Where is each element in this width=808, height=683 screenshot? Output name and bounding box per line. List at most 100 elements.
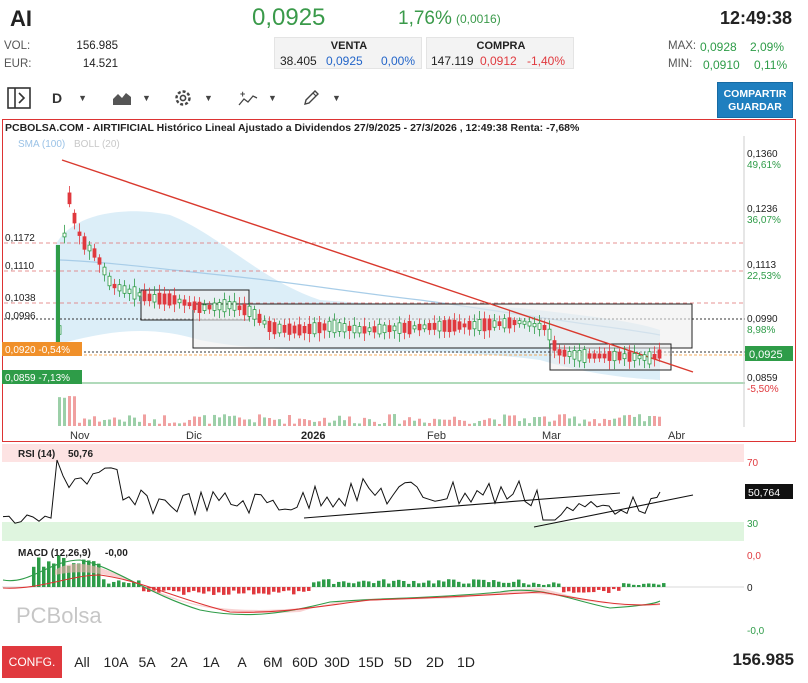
volume-bar (403, 420, 406, 426)
drawing-tools-select[interactable]: ▼ (302, 86, 341, 110)
left-green-text: 0,0859 -7,13% (5, 373, 70, 384)
macd-bar (507, 582, 511, 587)
period-button-2d[interactable]: 2D (426, 654, 444, 670)
period-button-60d[interactable]: 60D (292, 654, 318, 670)
macd-bar (597, 587, 601, 590)
volume-bar (463, 420, 466, 426)
volume-bar (393, 414, 396, 426)
candle (442, 320, 447, 332)
period-button-1a[interactable]: 1A (202, 654, 220, 670)
macd-bar (232, 587, 236, 591)
candle (567, 351, 572, 357)
min-value: 0,0910 (703, 58, 740, 72)
buy-box: COMPRA 147.119 0,0912 -1,40% (426, 37, 574, 69)
period-button-15d[interactable]: 15D (358, 654, 384, 670)
period-button-all[interactable]: All (74, 654, 90, 670)
period-button-10a[interactable]: 10A (103, 654, 129, 670)
volume-bar (553, 420, 556, 426)
period-button-30d[interactable]: 30D (324, 654, 350, 670)
macd-bar (92, 561, 96, 587)
volume-bar (128, 415, 131, 426)
sell-price: 0,0925 (326, 54, 363, 68)
volume-bar (63, 397, 66, 426)
volume-bar (518, 421, 521, 426)
volume-bar (193, 416, 196, 426)
config-button[interactable]: CONFG. (2, 646, 62, 678)
candle (447, 319, 452, 333)
macd-bar (127, 583, 131, 587)
candle (207, 304, 212, 310)
candle (177, 298, 182, 304)
gear-icon (175, 90, 191, 106)
rsi-value: 50,76 (68, 449, 93, 460)
macd-bar (47, 561, 51, 587)
macd-bar (122, 582, 126, 587)
candle (337, 322, 342, 332)
sidebar-toggle-button[interactable] (6, 86, 32, 110)
macd-bar (362, 580, 366, 587)
pencil-icon (304, 90, 319, 105)
share-save-button[interactable]: COMPARTIR GUARDAR (717, 82, 793, 118)
y-axis-label: 0,0990 (747, 314, 778, 325)
chart-type-select[interactable]: ▼ (112, 86, 151, 110)
volume-bar (638, 414, 641, 426)
macd-bar (277, 587, 281, 593)
candle (397, 322, 402, 334)
candle (227, 301, 232, 310)
settings-select[interactable]: ▼ (172, 86, 213, 110)
buy-price: 0,0912 (480, 54, 517, 68)
volume-bar (243, 419, 246, 426)
macd-bar (527, 584, 531, 587)
candle (362, 326, 367, 334)
rsi-line (2, 459, 661, 524)
candle (512, 319, 517, 326)
period-button-5d[interactable]: 5D (394, 654, 412, 670)
indicators-select[interactable]: + ▼ (238, 86, 277, 110)
volume-bar (158, 423, 161, 426)
macd-bar (637, 584, 641, 587)
left-green-tag (2, 370, 82, 384)
macd-label: MACD (12,26,9) (18, 548, 91, 559)
rsi-current-text: 50,764 (748, 487, 780, 499)
candle (587, 353, 592, 359)
volume-bar (613, 418, 616, 426)
candle (87, 244, 92, 252)
macd-axis-bottom: -0,0 (747, 626, 765, 637)
candle (277, 323, 282, 334)
macd-bar (617, 587, 621, 591)
candle (592, 353, 597, 359)
volume-bar (233, 415, 236, 426)
period-button-6m[interactable]: 6M (263, 654, 283, 670)
period-button-5a[interactable]: 5A (138, 654, 156, 670)
volume-bar (573, 416, 576, 426)
macd-bar (602, 587, 606, 592)
y-axis-pct: 22,53% (747, 271, 781, 282)
macd-bar (427, 580, 431, 587)
macd-bar (102, 579, 106, 587)
candle (472, 321, 477, 330)
volume-bar (643, 421, 646, 426)
volume-bar (433, 418, 436, 426)
period-select[interactable]: D ▼ (52, 86, 87, 110)
candle (572, 350, 577, 360)
volume-bar (223, 414, 226, 426)
volume-bar (503, 414, 506, 426)
candle (482, 318, 487, 332)
volume-bar (208, 423, 211, 426)
volume-bar (198, 416, 201, 426)
macd-bar (492, 580, 496, 587)
x-axis-label: Dic (186, 430, 202, 442)
candle (217, 302, 222, 311)
period-button-a[interactable]: A (237, 654, 247, 670)
candle (56, 245, 60, 345)
volume-value: 156.985 (76, 40, 118, 52)
candle (537, 322, 542, 330)
macd-bar (212, 587, 216, 595)
period-button-2a[interactable]: 2A (170, 654, 188, 670)
candle (287, 323, 292, 335)
period-button-1d[interactable]: 1D (457, 654, 475, 670)
volume-bar (78, 422, 81, 426)
macd-bar (87, 560, 91, 587)
volume-bar (628, 414, 631, 426)
